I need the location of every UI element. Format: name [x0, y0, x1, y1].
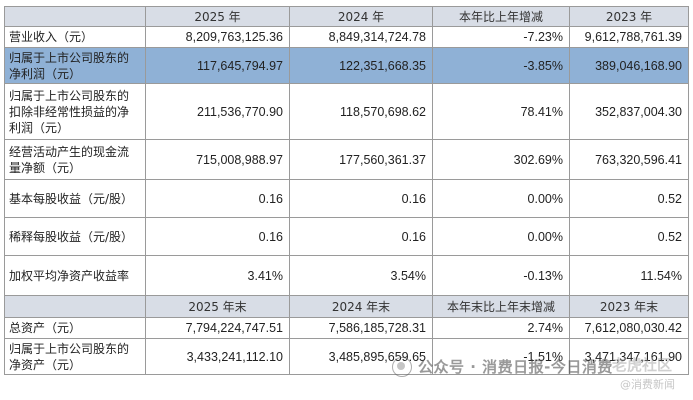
table-row-highlighted: 归属于上市公司股东的净利润（元） 117,645,794.97 122,351,…	[4, 47, 689, 84]
value-cell: 211,536,770.90	[145, 83, 290, 140]
value-cell: 352,837,004.30	[569, 83, 689, 140]
row-label: 加权平均净资产收益率	[4, 255, 146, 296]
value-cell: 8,849,314,724.78	[289, 26, 433, 48]
value-cell: 7,586,185,728.31	[289, 317, 433, 339]
financial-summary-table: 2025 年 2024 年 本年比上年增减 2023 年 营业收入（元） 8,2…	[4, 6, 689, 375]
header-cell: 2024 年	[289, 6, 433, 27]
header-cell: 2025 年	[145, 6, 290, 27]
header-cell: 2025 年末	[145, 295, 290, 318]
header-cell: 本年比上年增减	[432, 6, 570, 27]
value-cell: 7,612,080,030.42	[569, 317, 689, 339]
change-cell: 0.00%	[432, 179, 570, 218]
value-cell: 3.41%	[145, 255, 290, 296]
financial-table-wrapper: 2025 年 2024 年 本年比上年增减 2023 年 营业收入（元） 8,2…	[4, 6, 689, 375]
header-cell	[4, 295, 146, 318]
value-cell: 8,209,763,125.36	[145, 26, 290, 48]
change-cell: 78.41%	[432, 83, 570, 140]
table-header-row: 2025 年末 2024 年末 本年末比上年末增减 2023 年末	[4, 295, 689, 318]
value-cell: 0.52	[569, 179, 689, 218]
table-row: 归属于上市公司股东的扣除非经常性损益的净利润（元） 211,536,770.90…	[4, 83, 689, 140]
change-cell: -3.85%	[432, 47, 570, 84]
value-cell: 117,645,794.97	[145, 47, 290, 84]
header-cell: 2023 年	[569, 6, 689, 27]
change-cell: -1.51%	[432, 338, 570, 375]
value-cell: 0.16	[289, 179, 433, 218]
value-cell: 122,351,668.35	[289, 47, 433, 84]
table-row: 归属于上市公司股东的净资产（元） 3,433,241,112.10 3,485,…	[4, 338, 689, 375]
change-cell: -7.23%	[432, 26, 570, 48]
value-cell: 177,560,361.37	[289, 139, 433, 180]
value-cell: 0.16	[145, 217, 290, 256]
value-cell: 0.16	[145, 179, 290, 218]
change-cell: -0.13%	[432, 255, 570, 296]
row-label: 归属于上市公司股东的净资产（元）	[4, 338, 146, 375]
table-row: 营业收入（元） 8,209,763,125.36 8,849,314,724.7…	[4, 26, 689, 48]
value-cell: 715,008,988.97	[145, 139, 290, 180]
header-cell: 2024 年末	[289, 295, 433, 318]
value-cell: 389,046,168.90	[569, 47, 689, 84]
value-cell: 763,320,596.41	[569, 139, 689, 180]
value-cell: 0.52	[569, 217, 689, 256]
row-label: 归属于上市公司股东的扣除非经常性损益的净利润（元）	[4, 83, 146, 140]
table-row: 总资产（元） 7,794,224,747.51 7,586,185,728.31…	[4, 317, 689, 339]
row-label: 营业收入（元）	[4, 26, 146, 48]
table-row: 加权平均净资产收益率 3.41% 3.54% -0.13% 11.54%	[4, 255, 689, 296]
table-row: 经营活动产生的现金流量净额（元） 715,008,988.97 177,560,…	[4, 139, 689, 180]
table-header-row: 2025 年 2024 年 本年比上年增减 2023 年	[4, 6, 689, 27]
value-cell: 9,612,788,761.39	[569, 26, 689, 48]
value-cell: 11.54%	[569, 255, 689, 296]
table-row: 基本每股收益（元/股） 0.16 0.16 0.00% 0.52	[4, 179, 689, 218]
value-cell: 0.16	[289, 217, 433, 256]
change-cell: 2.74%	[432, 317, 570, 339]
header-cell: 2023 年末	[569, 295, 689, 318]
row-label: 总资产（元）	[4, 317, 146, 339]
value-cell: 3.54%	[289, 255, 433, 296]
row-label: 稀释每股收益（元/股）	[4, 217, 146, 256]
row-label: 归属于上市公司股东的净利润（元）	[4, 47, 146, 84]
row-label: 基本每股收益（元/股）	[4, 179, 146, 218]
sub-watermark: @消费新闻	[620, 378, 675, 391]
change-cell: 302.69%	[432, 139, 570, 180]
value-cell: 7,794,224,747.51	[145, 317, 290, 339]
value-cell: 3,433,241,112.10	[145, 338, 290, 375]
table-row: 稀释每股收益（元/股） 0.16 0.16 0.00% 0.52	[4, 217, 689, 256]
change-cell: 0.00%	[432, 217, 570, 256]
header-cell	[4, 6, 146, 27]
value-cell: 3,485,895,659.65	[289, 338, 433, 375]
value-cell: 118,570,698.62	[289, 83, 433, 140]
value-cell: 3,471,347,161.90	[569, 338, 689, 375]
header-cell: 本年末比上年末增减	[432, 295, 570, 318]
row-label: 经营活动产生的现金流量净额（元）	[4, 139, 146, 180]
